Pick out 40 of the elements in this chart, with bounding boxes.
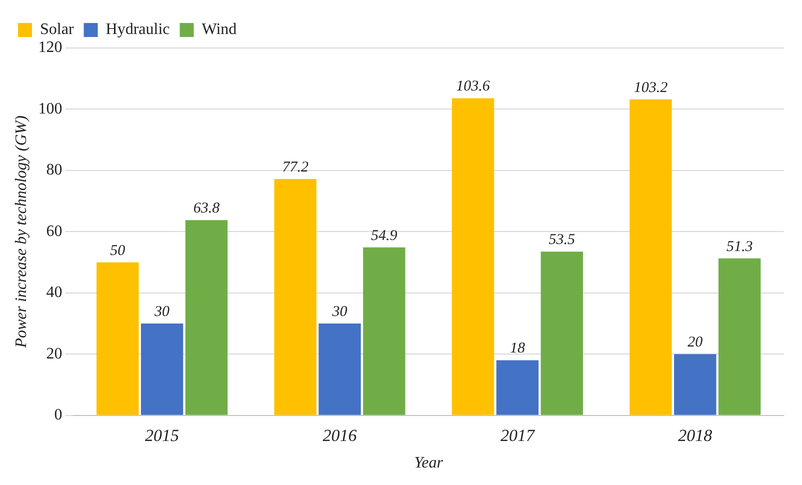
y-tick-label: 40 [46,284,62,302]
x-tick-label: 2016 [322,426,358,446]
bar [630,99,672,415]
x-axis-title: Year [414,454,444,472]
legend-label: Hydraulic [106,21,170,38]
data-label: 20 [688,334,704,351]
y-axis-title: Power increase by technology (GW) [12,116,30,349]
bar [274,179,316,415]
bar [540,252,583,415]
data-label: 30 [331,304,348,320]
bar [140,324,184,415]
x-tick-label: 2015 [145,426,180,446]
data-label: 77.2 [282,159,309,176]
legend-label: Wind [202,21,237,38]
bar [674,354,716,415]
data-label: 51.3 [726,238,753,255]
bar [185,220,228,415]
y-tick-label: 100 [38,100,62,118]
y-tick-label: 60 [46,222,62,240]
bar [718,258,761,415]
bar [318,324,361,415]
data-label: 54.9 [371,228,398,244]
y-tick-label: 120 [38,39,62,56]
x-tick-label: 2018 [678,426,713,446]
data-label: 103.2 [634,80,668,96]
bar [363,247,406,415]
data-label: 103.6 [456,78,490,95]
bar [452,98,494,415]
bar [496,360,539,415]
legend-label: Solar [40,21,74,38]
bar [96,262,139,415]
y-tick-label: 0 [54,406,62,424]
data-label: 18 [510,340,526,357]
x-tick-label: 2017 [500,426,536,446]
data-label: 30 [154,304,170,320]
data-label: 63.8 [193,200,220,217]
data-label: 53.5 [548,232,576,248]
data-label: 50 [110,242,126,259]
y-tick-label: 80 [46,162,62,179]
y-tick-label: 20 [46,345,62,362]
